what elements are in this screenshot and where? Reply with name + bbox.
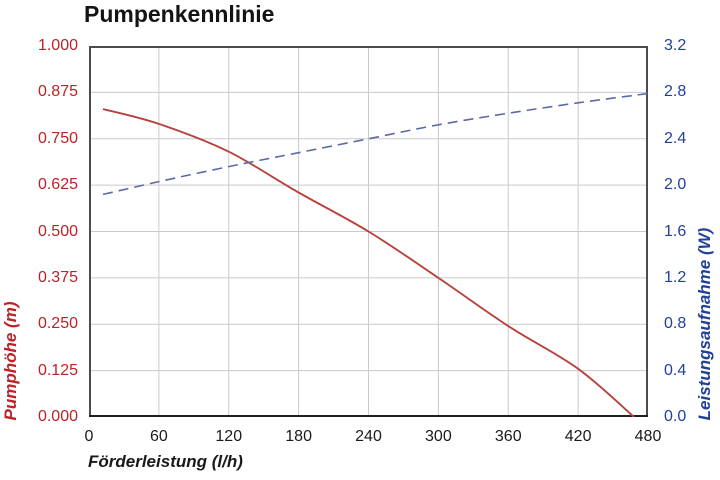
y-right-tick-label: 2.4: [664, 129, 687, 147]
y-left-tick-label: 0.500: [37, 222, 78, 240]
y-left-tick-label: 0.000: [37, 408, 78, 425]
y-left-tick-label: 0.250: [37, 315, 78, 333]
x-tick-label: 180: [285, 428, 312, 445]
y-left-tick-label: 0.125: [37, 361, 78, 379]
x-tick-label: 360: [494, 428, 522, 445]
y-right-tick-label: 1.6: [664, 222, 687, 240]
y-left-tick-label: 0.875: [37, 83, 78, 101]
x-tick-label: 420: [564, 428, 592, 445]
y-left-tick-label: 0.750: [37, 129, 78, 147]
chart-canvas: [89, 46, 648, 417]
x-tick-label: 480: [634, 428, 662, 445]
x-axis-title: Förderleistung (l/h): [88, 452, 243, 471]
power-consumption-curve: [102, 92, 648, 196]
x-tick-label: 0: [84, 428, 94, 445]
y-right-tick-label: 0.8: [664, 315, 687, 333]
y-right-tick-label: 1.2: [664, 268, 687, 286]
y-right-tick-label: 2.0: [664, 176, 687, 194]
x-tick-label: 300: [425, 428, 452, 445]
pump-head-curve: [102, 108, 635, 417]
x-tick-label: 240: [355, 428, 382, 445]
y-left-tick-label: 1.000: [37, 37, 78, 54]
y-left-tick-label: 0.625: [37, 176, 78, 194]
x-tick-label: 120: [215, 428, 243, 445]
y-right-tick-label: 3.2: [664, 37, 687, 54]
y-right-tick-label: 0.0: [664, 408, 687, 425]
y-right-tick-label: 2.8: [664, 83, 687, 101]
y-right-tick-label: 0.4: [664, 361, 687, 379]
x-tick-label: 60: [149, 428, 168, 445]
chart-title: Pumpenkennlinie: [84, 1, 275, 27]
y-left-tick-label: 0.375: [37, 268, 78, 286]
